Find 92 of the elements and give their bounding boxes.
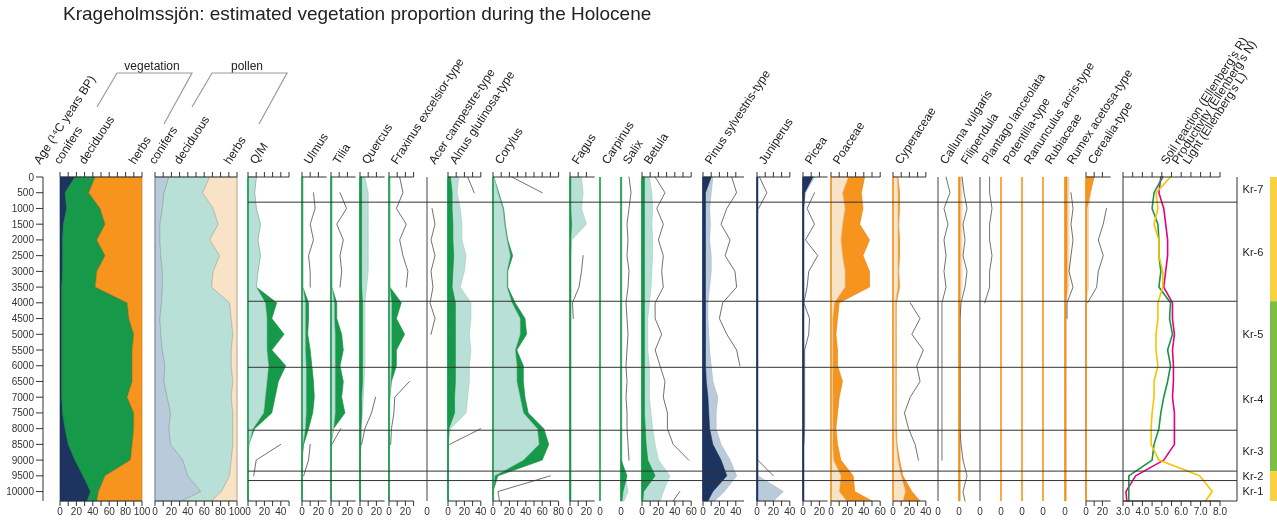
y-tick-label: 500 (17, 187, 35, 199)
y-tick-label: 1000 (11, 202, 35, 214)
x-tick-label: 0 (754, 506, 761, 517)
text: Kr-6 (1242, 245, 1264, 258)
text: Kr-7 (1242, 183, 1264, 196)
x-tick-label: 0 (386, 506, 393, 517)
y-tick-label: 3000 (11, 265, 35, 277)
x-tick-label: 20 (458, 506, 471, 517)
y-tick-label: 7000 (11, 391, 35, 403)
x-tick-label: 60 (198, 506, 211, 517)
x-tick-label: 0 (328, 506, 335, 517)
x-tick-label: 20 (580, 506, 593, 517)
x-tick-label: 20 (1096, 506, 1109, 517)
x-axis-title: vegetation (124, 59, 180, 73)
x-tick-label: 20 (813, 506, 826, 517)
x-tick-label: 0 (357, 506, 364, 517)
x-tick-label: 5.0 (1154, 506, 1170, 517)
y-tick-label: 7500 (11, 407, 35, 419)
y-tick-label: 8000 (11, 423, 35, 435)
x-tick-label: 0 (890, 506, 897, 517)
x-tick-label: 20 (841, 506, 854, 517)
x-tick-label: 0 (828, 506, 835, 517)
y-tick-label: 9000 (11, 454, 35, 466)
text: Kr-5 (1242, 328, 1264, 341)
text: Krageholmssjön: estimated vegetation proportion during the Holocene (63, 3, 652, 24)
x-tick-label: 60 (874, 506, 887, 517)
y-tick-label: 10000 (6, 486, 35, 498)
x-tick-label: 0 (490, 506, 497, 517)
text: Kr-4 (1242, 392, 1264, 405)
y-tick-label: 4000 (11, 297, 35, 309)
x-tick-label: 20 (503, 506, 516, 517)
x-tick-label: 40 (520, 506, 532, 517)
x-tick-label: 8.0 (1213, 506, 1228, 517)
x-tick-label: 0 (567, 506, 574, 517)
x-tick-label: 0 (1083, 506, 1090, 517)
text: Kr-1 (1242, 484, 1264, 497)
y-tick-label: 8500 (11, 438, 35, 450)
x-tick-label: 80 (215, 506, 227, 517)
x-tick-label: 20 (903, 506, 916, 517)
x-tick-label: 20 (341, 506, 354, 517)
text: Kr-3 (1242, 444, 1264, 457)
y-tick-label: 5000 (11, 328, 35, 340)
y-tick-label: 1500 (11, 218, 35, 230)
y-tick-label: 4500 (11, 313, 35, 325)
x-axis-title: pollen (230, 59, 264, 73)
text: Kr-2 (1242, 469, 1264, 482)
x-tick-label: 20 (312, 506, 325, 517)
y-tick-label: 5500 (11, 344, 35, 356)
y-tick-label: 6500 (11, 375, 35, 387)
x-tick-label: 0 (639, 506, 646, 517)
y-tick-label: 9500 (11, 470, 35, 482)
x-tick-label: 20 (767, 506, 780, 517)
x-axis-title: Tilia (329, 140, 354, 167)
x-tick-label: 0 (245, 506, 252, 517)
x-tick-label: 40 (784, 506, 796, 517)
y-tick-label: 2500 (11, 250, 35, 262)
x-tick-label: 40 (858, 506, 870, 517)
x-tick-label: 40 (475, 506, 487, 517)
x-tick-label: 20 (713, 506, 726, 517)
x-tick-label: 20 (165, 506, 178, 517)
x-tick-label: 80 (120, 506, 132, 517)
x-tick-label: 4.0 (1135, 506, 1150, 517)
x-tick-label: 0 (299, 506, 306, 517)
x-tick-label: 20 (258, 506, 271, 517)
x-tick-label: 60 (685, 506, 698, 517)
x-tick-label: 7.0 (1193, 506, 1208, 517)
x-tick-label: 40 (275, 506, 287, 517)
x-tick-label: 6.0 (1174, 506, 1189, 517)
x-tick-label: 3.0 (1116, 506, 1131, 517)
x-tick-label: 80 (553, 506, 565, 517)
x-tick-label: 60 (536, 506, 549, 517)
x-tick-label: 0 (152, 506, 159, 517)
x-tick-label: 0 (800, 506, 807, 517)
x-tick-label: 100 (133, 506, 151, 517)
x-tick-label: 40 (669, 506, 681, 517)
x-tick-label: 40 (87, 506, 99, 517)
x-tick-label: 40 (730, 506, 742, 517)
x-tick-label: 40 (182, 506, 194, 517)
x-tick-label: 0 (700, 506, 707, 517)
y-tick-label: 2000 (11, 234, 35, 246)
x-tick-label: 20 (370, 506, 383, 517)
x-tick-label: 60 (103, 506, 116, 517)
x-tick-label: 20 (652, 506, 665, 517)
x-tick-label: 0 (445, 506, 452, 517)
y-tick-label: 6000 (11, 360, 35, 372)
x-tick-label: 20 (399, 506, 412, 517)
y-tick-label: 3500 (11, 281, 35, 293)
x-tick-label: 100 (228, 506, 246, 517)
y-tick-label: 0 (28, 171, 35, 183)
x-tick-label: 20 (70, 506, 83, 517)
x-tick-label: 0 (57, 506, 64, 517)
x-tick-label: 40 (920, 506, 932, 517)
